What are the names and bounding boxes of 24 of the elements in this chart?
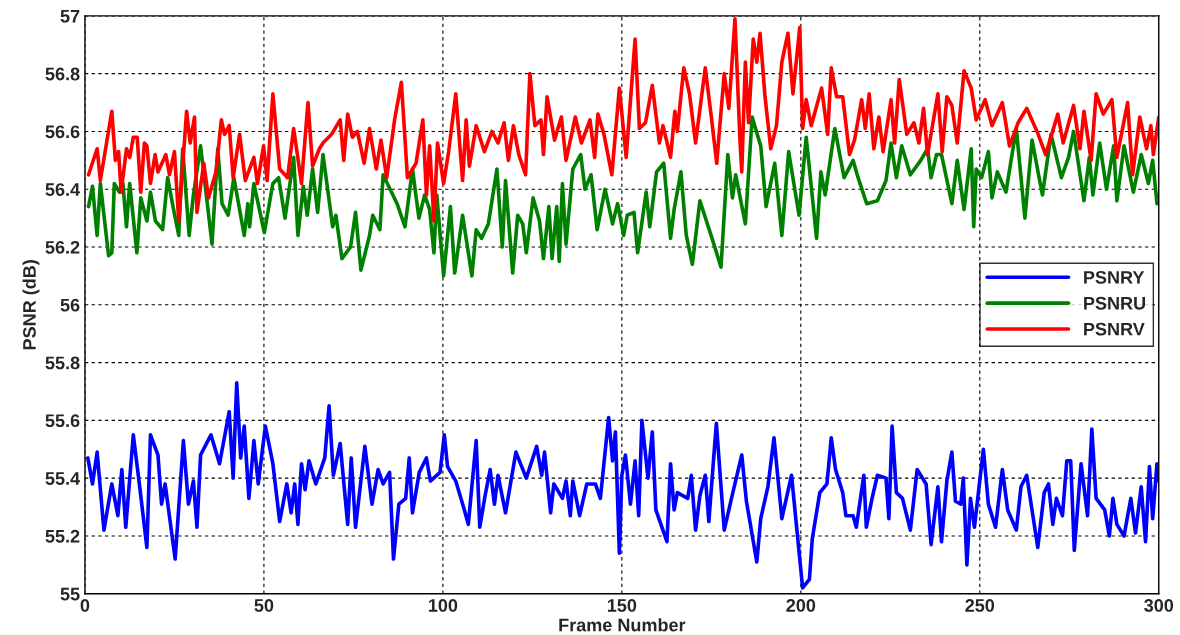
x-tick-label: 100	[428, 599, 458, 612]
y-tick-label: 56.4	[45, 183, 81, 196]
y-tick-label: 56.6	[45, 125, 80, 139]
line-series	[86, 381, 1159, 590]
legend-label: PSNRU	[1084, 296, 1146, 310]
y-tick-label: 55.2	[45, 529, 80, 543]
y-tick-label: 56.8	[45, 67, 80, 81]
y-tick-label: 55.6	[45, 414, 80, 428]
legend-label: PSNRV	[1084, 322, 1145, 336]
x-axis-title: Frame Number	[559, 618, 686, 632]
legend-label: PSNRY	[1084, 271, 1145, 284]
y-tick-label: 57	[60, 10, 80, 23]
y-axis-title: PSNR (dB)	[22, 260, 40, 350]
y-tick-label: 56.2	[45, 240, 80, 254]
y-tick-label: 55.4	[45, 472, 81, 485]
y-tick-label: 56	[60, 298, 80, 312]
x-tick-label: 300	[1144, 599, 1174, 612]
x-tick-label: 200	[786, 599, 816, 612]
y-tick-label: 55	[60, 587, 80, 601]
x-tick-label: 50	[254, 599, 274, 612]
x-tick-label: 0	[80, 599, 90, 612]
x-tick-label: 150	[607, 599, 637, 612]
x-tick-label: 250	[965, 599, 995, 612]
y-tick-label: 55.8	[45, 356, 80, 370]
